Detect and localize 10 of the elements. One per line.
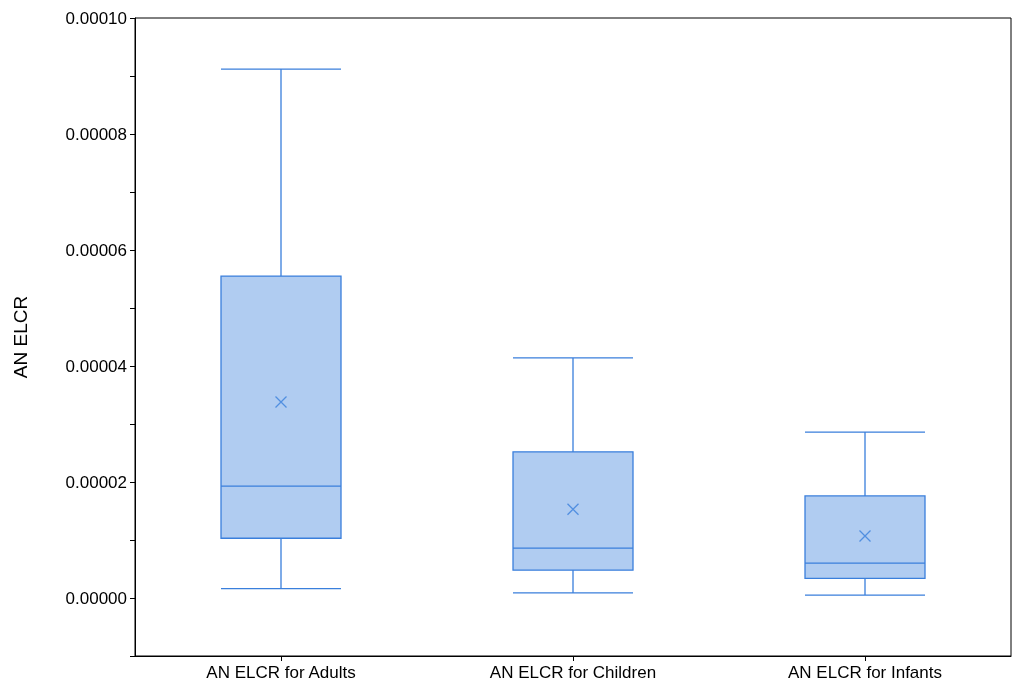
y-tick-label: 0.00006	[65, 240, 127, 260]
y-tick-label: 0.00008	[65, 124, 127, 144]
y-tick-label: 0.00000	[65, 588, 127, 608]
x-tick-label: AN ELCR for Adults	[206, 663, 356, 682]
x-tick-label: AN ELCR for Children	[489, 663, 657, 682]
x-tick-label: AN ELCR for Infants	[787, 663, 943, 682]
y-axis-title: AN ELCR	[10, 295, 31, 379]
y-tick-label: 0.00010	[65, 8, 127, 28]
y-tick-label: 0.00002	[65, 472, 127, 492]
y-tick-label: 0.00004	[65, 356, 127, 376]
